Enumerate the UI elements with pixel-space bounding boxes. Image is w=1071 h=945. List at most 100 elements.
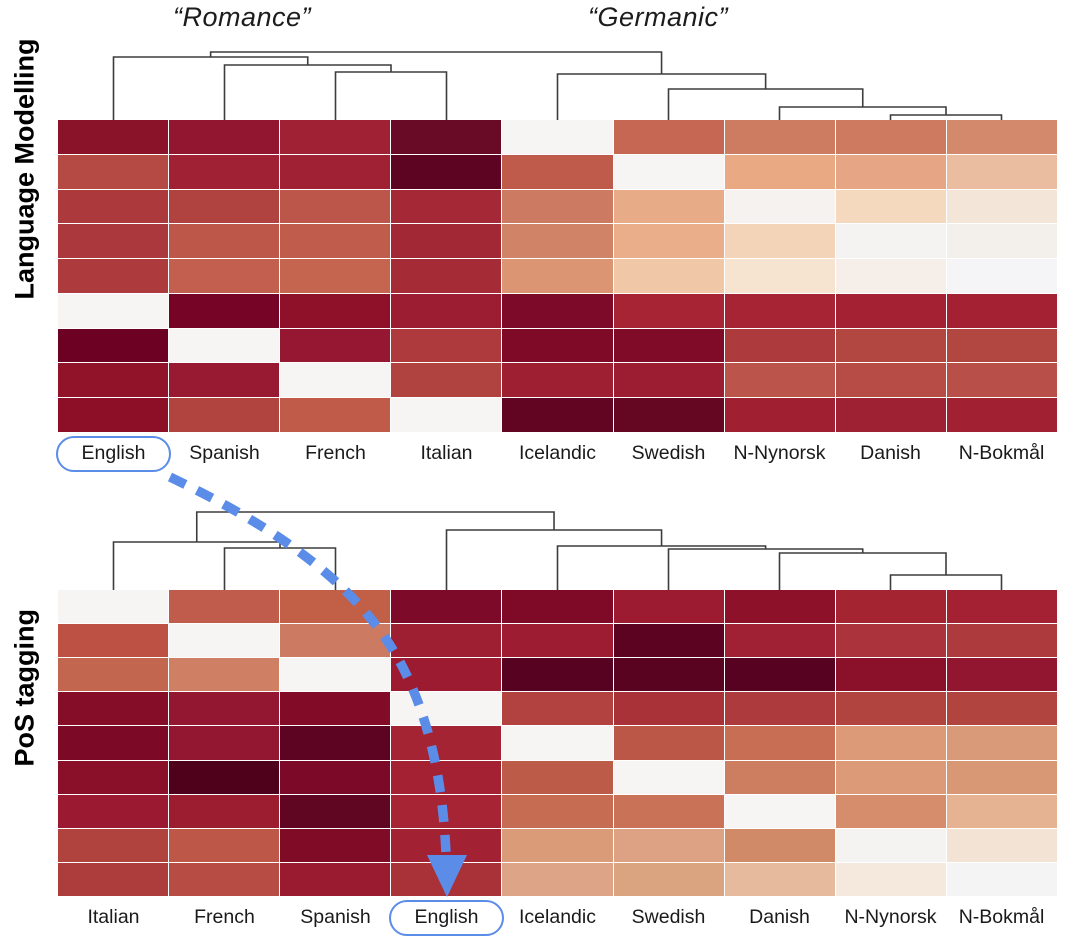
heatmap-cell-Spanish-x-N-Bokmål — [946, 328, 1057, 363]
heatmap-cell-Italian-x-N-Bokmål — [946, 398, 1057, 432]
col-label-italian: Italian — [87, 906, 140, 928]
heatmap-cell-Icelandic-x-N-Nynorsk — [835, 726, 946, 760]
col-label-italian: Italian — [420, 442, 473, 464]
heatmap-cell-Danish-x-Danish — [724, 794, 835, 828]
heatmap-cell-English-x-Spanish — [169, 293, 280, 328]
heatmap-cell-Danish-x-N-Bokmål — [946, 794, 1057, 828]
heatmap-cell-Swedish-x-Danish — [724, 760, 835, 794]
pos-tagging-heatmap — [58, 590, 1057, 896]
heatmap-cell-Danish-x-English — [58, 224, 169, 259]
heatmap-cell-French-x-French — [280, 363, 391, 398]
heatmap-cell-N-Nynorsk-x-Spanish — [169, 189, 280, 224]
heatmap-cell-French-x-French — [169, 624, 280, 658]
heatmap-cell-N-Bokmål-x-Spanish — [169, 259, 280, 293]
heatmap-cell-Italian-x-Swedish — [613, 398, 724, 432]
heatmap-cell-Italian-x-Italian — [391, 398, 502, 432]
heatmap-cell-Spanish-x-English — [58, 328, 169, 363]
heatmap-cell-N-Bokmål-x-N-Bokmål — [946, 259, 1057, 293]
col-label-spanish: Spanish — [300, 906, 371, 928]
heatmap-cell-Swedish-x-Italian — [58, 760, 169, 794]
heatmap-cell-Spanish-x-N-Bokmål — [946, 658, 1057, 692]
heatmap-cell-Spanish-x-Spanish — [169, 328, 280, 363]
heatmap-cell-Italian-x-Icelandic — [502, 590, 613, 624]
heatmap-cell-N-Nynorsk-x-N-Bokmål — [946, 828, 1057, 862]
heatmap-cell-Icelandic-x-English — [58, 120, 169, 154]
heatmap-cell-Danish-x-N-Nynorsk — [835, 794, 946, 828]
heatmap-cell-N-Bokmål-x-N-Nynorsk — [835, 862, 946, 896]
col-label-english: English — [414, 906, 479, 928]
heatmap-cell-Spanish-x-N-Nynorsk — [724, 328, 835, 363]
heatmap-cell-Danish-x-Italian — [391, 224, 502, 259]
heatmap-cell-French-x-Spanish — [280, 624, 391, 658]
heatmap-cell-Danish-x-French — [169, 794, 280, 828]
heatmap-cell-English-x-French — [280, 293, 391, 328]
heatmap-cell-Italian-x-French — [169, 590, 280, 624]
heatmap-cell-N-Nynorsk-x-Spanish — [280, 828, 391, 862]
heatmap-cell-French-x-Danish — [835, 363, 946, 398]
col-label-danish: Danish — [749, 906, 810, 928]
heatmap-cell-Danish-x-N-Bokmål — [946, 224, 1057, 259]
heatmap-cell-N-Nynorsk-x-Italian — [58, 828, 169, 862]
heatmap-cell-French-x-English — [391, 624, 502, 658]
heatmap-cell-N-Bokmål-x-English — [58, 259, 169, 293]
heatmap-cell-English-x-N-Bokmål — [946, 692, 1057, 726]
heatmap-cell-Italian-x-N-Bokmål — [946, 590, 1057, 624]
heatmap-cell-Icelandic-x-Danish — [835, 120, 946, 154]
heatmap-cell-French-x-Italian — [58, 624, 169, 658]
heatmap-cell-French-x-N-Bokmål — [946, 624, 1057, 658]
heatmap-cell-Danish-x-Icelandic — [502, 794, 613, 828]
heatmap-cell-Swedish-x-Spanish — [280, 760, 391, 794]
heatmap-cell-Swedish-x-Italian — [391, 154, 502, 189]
pos-tagging-dendrogram — [112, 511, 1003, 590]
heatmap-cell-Swedish-x-Danish — [835, 154, 946, 189]
heatmap-cell-English-x-Swedish — [613, 692, 724, 726]
heatmap-cell-Swedish-x-French — [169, 760, 280, 794]
heatmap-cell-Swedish-x-N-Nynorsk — [724, 154, 835, 189]
heatmap-cell-N-Bokmål-x-N-Bokmål — [946, 862, 1057, 896]
axis-label-pos-tagging: PoS tagging — [9, 609, 40, 767]
heatmap-cell-Icelandic-x-Icelandic — [502, 726, 613, 760]
heatmap-cell-French-x-Swedish — [613, 363, 724, 398]
heatmap-cell-French-x-N-Bokmål — [946, 363, 1057, 398]
heatmap-cell-French-x-English — [58, 363, 169, 398]
heatmap-cell-Swedish-x-French — [280, 154, 391, 189]
heatmap-cell-Danish-x-N-Nynorsk — [724, 224, 835, 259]
heatmap-cell-Danish-x-English — [391, 794, 502, 828]
heatmap-cell-N-Nynorsk-x-Danish — [835, 189, 946, 224]
heatmap-cell-French-x-Spanish — [169, 363, 280, 398]
heatmap-cell-N-Nynorsk-x-English — [391, 828, 502, 862]
col-label-danish: Danish — [860, 442, 921, 464]
col-label-swedish: Swedish — [631, 906, 706, 928]
heatmap-cell-Italian-x-N-Nynorsk — [724, 398, 835, 432]
heatmap-cell-Icelandic-x-N-Bokmål — [946, 120, 1057, 154]
heatmap-cell-Spanish-x-Italian — [391, 328, 502, 363]
heatmap-cell-Spanish-x-French — [280, 328, 391, 363]
heatmap-cell-Italian-x-N-Nynorsk — [835, 590, 946, 624]
heatmap-cell-French-x-Icelandic — [502, 363, 613, 398]
heatmap-cell-N-Bokmål-x-Spanish — [280, 862, 391, 896]
heatmap-cell-N-Nynorsk-x-Italian — [391, 189, 502, 224]
col-label-icelandic: Icelandic — [519, 442, 596, 464]
heatmap-cell-French-x-Swedish — [613, 624, 724, 658]
col-label-n-nynorsk: N-Nynorsk — [733, 442, 826, 464]
heatmap-cell-Swedish-x-Icelandic — [502, 760, 613, 794]
heatmap-cell-English-x-English — [391, 692, 502, 726]
heatmap-cell-Italian-x-Danish — [724, 590, 835, 624]
heatmap-cell-N-Nynorsk-x-N-Nynorsk — [724, 189, 835, 224]
axis-label-language-modelling: Language Modelling — [9, 38, 40, 300]
heatmap-cell-Spanish-x-Icelandic — [502, 328, 613, 363]
heatmap-cell-Icelandic-x-English — [391, 726, 502, 760]
heatmap-cell-Spanish-x-French — [169, 658, 280, 692]
heatmap-cell-English-x-Spanish — [280, 692, 391, 726]
heatmap-cell-French-x-Danish — [724, 624, 835, 658]
col-label-n-bokmål: N-Bokmål — [958, 442, 1045, 464]
heatmap-cell-N-Nynorsk-x-Icelandic — [502, 189, 613, 224]
heatmap-cell-Italian-x-French — [280, 398, 391, 432]
heatmap-cell-N-Bokmål-x-Icelandic — [502, 862, 613, 896]
heatmap-cell-English-x-Swedish — [613, 293, 724, 328]
heatmap-cell-N-Bokmål-x-Danish — [835, 259, 946, 293]
col-label-spanish: Spanish — [189, 442, 260, 464]
heatmap-cell-Italian-x-English — [58, 398, 169, 432]
heatmap-cell-Icelandic-x-Swedish — [613, 120, 724, 154]
